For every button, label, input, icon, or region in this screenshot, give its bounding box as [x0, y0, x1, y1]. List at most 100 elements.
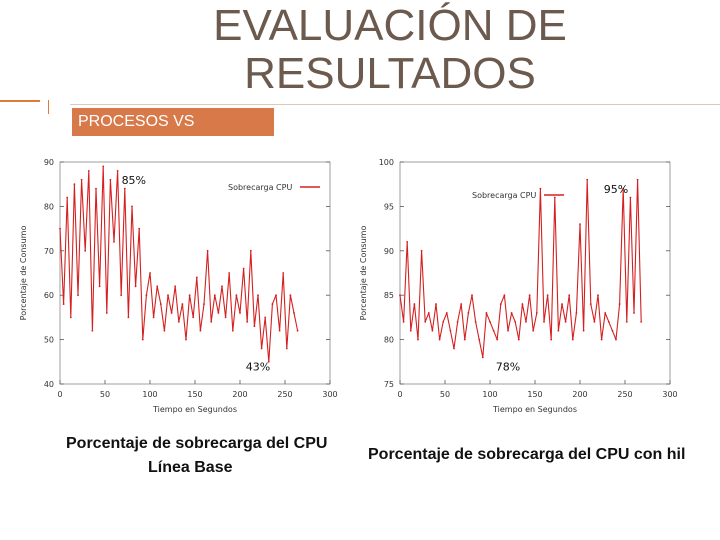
- data-point: [141, 338, 144, 341]
- data-point: [442, 320, 445, 323]
- data-point: [84, 249, 87, 252]
- x-axis-label: Tiempo en Segundos: [492, 405, 577, 414]
- x-tick-label: 250: [617, 390, 632, 399]
- data-point: [109, 178, 112, 181]
- data-point: [221, 285, 223, 288]
- legend-label: Sobrecarga CPU: [228, 183, 292, 192]
- data-point: [553, 196, 556, 199]
- data-point: [69, 316, 72, 319]
- data-point: [485, 312, 488, 314]
- series-line: [59, 165, 299, 363]
- data-point: [217, 312, 220, 314]
- y-tick-label: 95: [384, 202, 394, 211]
- y-tick-label: 75: [384, 380, 394, 389]
- y-tick-label: 90: [384, 247, 394, 256]
- x-tick-label: 0: [57, 390, 62, 399]
- data-point: [517, 338, 520, 341]
- data-point: [199, 329, 202, 332]
- x-tick-label: 150: [527, 390, 542, 399]
- x-tick-label: 50: [440, 390, 450, 399]
- data-point: [66, 196, 69, 199]
- data-point: [156, 285, 159, 288]
- data-point: [59, 227, 61, 230]
- data-point: [185, 338, 187, 341]
- y-tick-label: 70: [44, 247, 54, 256]
- y-tick-label: 85: [384, 291, 394, 300]
- data-point: [134, 285, 137, 288]
- x-tick-label: 250: [277, 390, 292, 399]
- data-point: [489, 320, 491, 323]
- data-point: [528, 294, 531, 297]
- data-point: [105, 312, 108, 314]
- data-point: [471, 294, 473, 297]
- data-point: [539, 187, 542, 190]
- data-point: [289, 294, 292, 297]
- data-point: [492, 329, 495, 332]
- data-point: [427, 312, 430, 314]
- data-point: [152, 316, 155, 319]
- data-point: [206, 249, 209, 252]
- data-point: [120, 294, 123, 297]
- caption-left: Porcentaje de sobrecarga del CPU: [66, 435, 328, 452]
- data-point: [167, 294, 169, 297]
- section-banner: PROCESOS VS: [72, 108, 274, 136]
- data-point: [507, 329, 509, 332]
- data-point: [561, 303, 563, 305]
- data-point: [228, 272, 231, 274]
- data-point: [586, 178, 589, 181]
- data-point: [224, 316, 227, 319]
- data-point: [496, 338, 499, 341]
- data-point: [123, 187, 126, 190]
- data-point: [271, 303, 274, 305]
- data-point: [402, 320, 405, 323]
- data-point: [597, 294, 599, 297]
- data-point: [149, 272, 151, 274]
- data-point: [438, 338, 441, 341]
- data-point: [460, 303, 463, 305]
- data-point: [138, 227, 141, 230]
- y-tick-label: 40: [44, 380, 54, 389]
- data-point: [579, 223, 581, 226]
- data-point: [600, 338, 603, 341]
- data-point: [420, 249, 423, 252]
- x-tick-label: 0: [397, 390, 402, 399]
- data-point: [260, 347, 263, 350]
- data-point: [213, 294, 216, 297]
- data-point: [296, 329, 299, 332]
- y-tick-label: 100: [379, 158, 394, 167]
- data-point: [285, 347, 288, 350]
- annotation-label: 85%: [122, 174, 146, 187]
- data-point: [525, 320, 527, 323]
- data-point: [249, 249, 252, 252]
- data-point: [242, 267, 245, 270]
- data-point: [615, 338, 617, 341]
- x-axis-label: Tiempo en Segundos: [152, 405, 237, 414]
- data-point: [417, 338, 419, 341]
- decorative-rule: [70, 104, 720, 105]
- data-point: [604, 312, 607, 314]
- data-point: [177, 320, 180, 323]
- data-point: [449, 329, 452, 332]
- data-point: [210, 320, 213, 323]
- x-tick-label: 100: [482, 390, 497, 399]
- data-point: [87, 169, 90, 172]
- data-point: [618, 303, 621, 305]
- data-point: [499, 303, 502, 305]
- data-point: [456, 320, 459, 323]
- series-line: [399, 179, 642, 358]
- slide-title-line-2: RESULTADOS: [244, 49, 536, 98]
- data-point: [195, 276, 198, 279]
- data-point: [571, 338, 574, 341]
- data-point: [543, 320, 545, 323]
- caption-right: Porcentaje de sobrecarga del CPU con hil: [368, 446, 686, 463]
- annotation-label: 78%: [496, 361, 520, 374]
- chart-baseline: 0 50 100 150 200 250 300 40 50 60 70 80 90 Tiempo en …: [19, 158, 338, 414]
- decorative-rule-left: [0, 100, 40, 118]
- data-point: [98, 285, 101, 288]
- data-point: [275, 294, 277, 297]
- data-point: [445, 312, 448, 314]
- data-point: [91, 329, 94, 332]
- y-axis-label: Porcentaje de Consumo: [359, 226, 368, 321]
- data-point: [453, 347, 455, 350]
- data-point: [145, 294, 148, 297]
